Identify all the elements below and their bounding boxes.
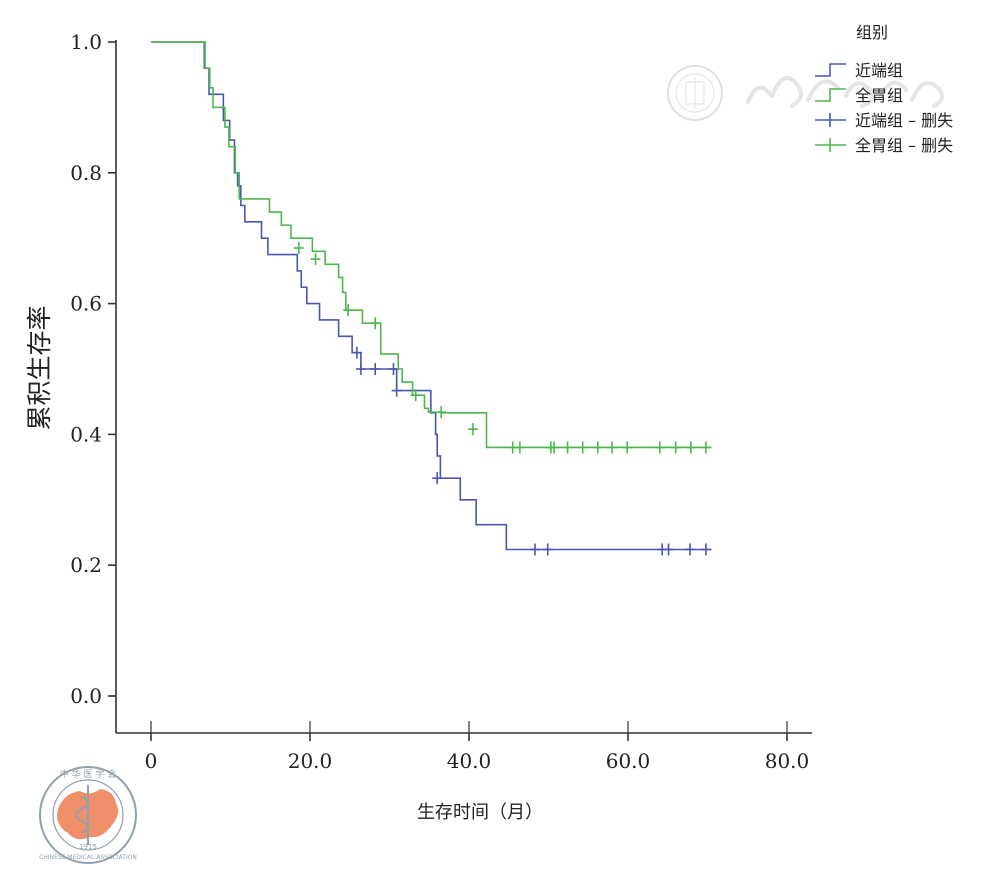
- x-tick-label: 20.0: [288, 749, 333, 773]
- censor-mark: [370, 363, 381, 375]
- y-tick-label: 0.0: [70, 684, 102, 708]
- censor-mark: [467, 423, 478, 436]
- x-tick-label: 80.0: [765, 749, 810, 773]
- y-tick-label: 0.6: [70, 292, 102, 316]
- cma-logo: 中 华 医 学 会 CHINESE MEDICAL ASSOCIATION 19…: [39, 766, 137, 864]
- censor-mark: [310, 253, 321, 266]
- y-axis-title: 累积生存率: [25, 305, 54, 430]
- survival-step-line: [151, 41, 712, 449]
- legend-item: 全胃组 – 删失: [815, 136, 953, 155]
- legend-censor-swatch: [815, 138, 846, 152]
- censor-mark: [622, 441, 633, 454]
- y-tick-label: 0.8: [70, 161, 102, 185]
- survival-step-line: [151, 41, 712, 551]
- y-tick-label: 0.4: [70, 422, 102, 446]
- legend-step-swatch: [815, 63, 846, 77]
- censor-mark: [410, 389, 421, 402]
- watermark-seal: [667, 65, 723, 121]
- censor-mark: [562, 441, 573, 454]
- legend-step-swatch: [815, 88, 846, 102]
- censor-mark: [388, 363, 399, 375]
- y-ticks: 0.0 0.2 0.4 0.6 0.8 1.0: [70, 30, 116, 708]
- censor-mark: [670, 441, 681, 454]
- censor-mark: [654, 441, 665, 454]
- legend-item: 近端组 – 删失: [815, 111, 953, 130]
- censor-mark: [542, 543, 553, 556]
- y-tick-label: 0.2: [70, 553, 102, 577]
- censor-mark: [514, 441, 525, 454]
- cma-logo-text-bottom: CHINESE MEDICAL ASSOCIATION: [39, 854, 137, 861]
- censor-mark: [432, 472, 443, 485]
- censor-mark: [293, 242, 304, 255]
- legend-title: 组别: [856, 23, 888, 42]
- censor-mark: [663, 543, 674, 556]
- staff-of-asclepius-icon: [75, 785, 89, 845]
- censor-mark: [700, 543, 711, 556]
- x-axis-title: 生存时间（月）: [417, 802, 543, 823]
- legend-item: 全胃组: [815, 86, 903, 105]
- censor-mark: [351, 346, 362, 359]
- watermark-top: [667, 65, 944, 121]
- censor-mark: [391, 384, 402, 397]
- legend-label: 近端组: [855, 61, 903, 80]
- x-ticks: 0 20.0 40.0 60.0 80.0: [145, 721, 810, 773]
- x-tick-label: 0: [145, 749, 158, 773]
- legend-censor-swatch: [815, 113, 846, 127]
- legend-label: 近端组 – 删失: [855, 111, 953, 130]
- censor-mark: [700, 441, 711, 454]
- series-1: [151, 41, 712, 556]
- x-tick-label: 40.0: [447, 749, 492, 773]
- x-tick-label: 60.0: [606, 749, 651, 773]
- censor-mark: [685, 441, 696, 454]
- censor-mark: [343, 304, 354, 317]
- censor-mark: [607, 441, 618, 454]
- censor-mark: [529, 543, 540, 556]
- series-layer: [151, 41, 712, 556]
- censor-mark: [549, 441, 560, 454]
- cma-logo-text-top: 中 华 医 学 会: [60, 768, 116, 780]
- series-2: [151, 41, 712, 454]
- censor-mark: [355, 363, 366, 375]
- legend-item: 近端组: [815, 61, 903, 80]
- censor-mark: [436, 406, 447, 419]
- censor-mark: [577, 441, 588, 454]
- y-tick-label: 1.0: [70, 30, 102, 54]
- legend-label: 全胃组 – 删失: [855, 136, 953, 155]
- censor-mark: [592, 441, 603, 454]
- legend-label: 全胃组: [855, 86, 903, 105]
- censor-mark: [370, 317, 381, 330]
- svg-text:1915: 1915: [79, 843, 97, 851]
- censor-mark: [685, 543, 696, 556]
